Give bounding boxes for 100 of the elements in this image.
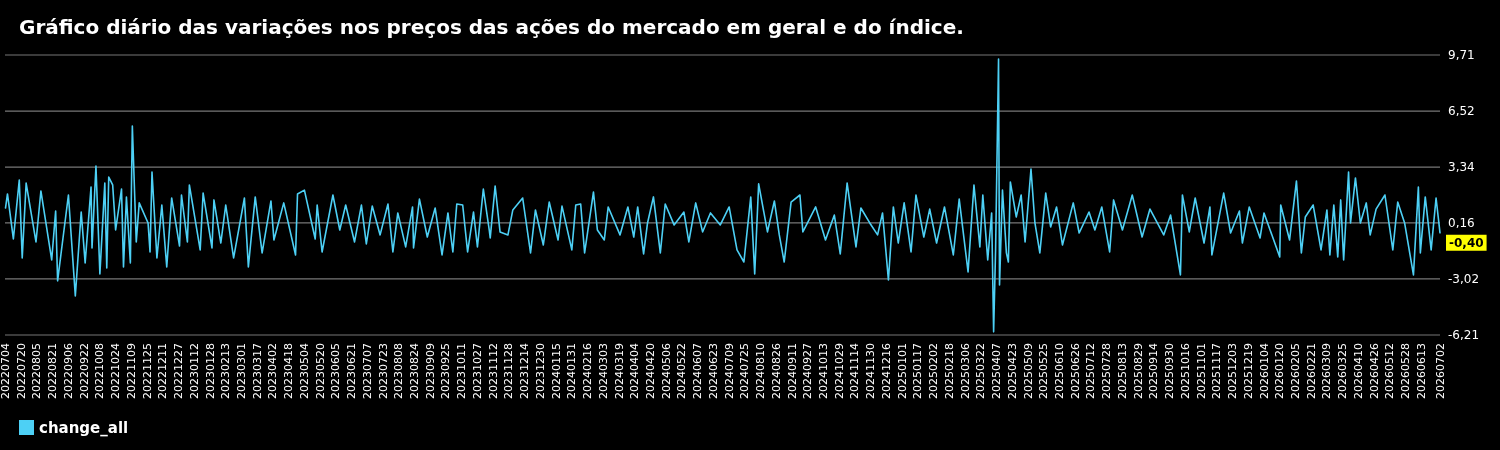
x-tick-label: 20240725 [738, 343, 752, 399]
x-tick-label: 20230402 [266, 343, 280, 399]
x-tick-label: 20230808 [392, 343, 406, 399]
x-tick-label: 20260325 [1336, 343, 1350, 399]
x-tick-label: 20230418 [282, 343, 296, 399]
x-tick-label: 20241029 [832, 343, 846, 399]
x-tick-label: 20240709 [722, 343, 736, 399]
x-tick-label: 20260702 [1433, 343, 1447, 399]
x-tick-label: 20250306 [958, 343, 972, 399]
x-tick-label: 20250322 [974, 343, 988, 399]
x-tick-label: 20231230 [533, 343, 547, 399]
x-tick-label: 20230621 [345, 343, 359, 399]
x-tick-label: 20250509 [1021, 343, 1035, 399]
x-tick-label: 20241013 [817, 343, 831, 399]
x-tick-label: 20250610 [1053, 343, 1066, 399]
x-tick-label: 20250101 [895, 343, 909, 399]
x-tick-label: 20260120 [1273, 343, 1287, 399]
x-tick-label: 20260613 [1414, 343, 1428, 399]
legend-label: change_all [39, 418, 129, 437]
x-tick-label: 20231214 [518, 343, 532, 399]
y-tick-label: -3,02 [1448, 271, 1480, 286]
x-tick-label: 20221125 [140, 343, 154, 399]
x-tick-label: 20260426 [1367, 343, 1381, 399]
x-tick-label: 20230520 [313, 343, 327, 399]
x-tick-label: 20250712 [1084, 343, 1098, 399]
x-tick-label: 20230605 [329, 343, 343, 399]
x-tick-label: 20250930 [1163, 343, 1177, 399]
x-tick-label: 20230723 [376, 343, 390, 399]
chart-title: Gráfico diário das variações nos preços das ações do mercado em geral e do índice. [19, 15, 964, 39]
x-tick-label: 20231027 [470, 343, 484, 399]
x-tick-label: 20231128 [502, 343, 516, 399]
x-tick-label: 20231011 [455, 343, 469, 399]
x-tick-label: 20260410 [1351, 343, 1365, 399]
x-tick-label: 20260512 [1383, 343, 1397, 399]
annotation: -0,40 [1449, 235, 1484, 250]
line-series [4, 58, 1441, 333]
x-tick-label: 20230707 [360, 343, 374, 399]
x-tick-label: 20250829 [1131, 343, 1145, 399]
x-tick-label: 20220704 [0, 343, 12, 399]
x-tick-label: 20250626 [1068, 343, 1082, 399]
x-tick-label: 20221008 [93, 343, 107, 399]
x-tick-label: 20251101 [1194, 343, 1208, 399]
x-tick-label: 20230128 [203, 343, 217, 399]
x-tick-label: 20240131 [565, 343, 579, 399]
x-tick-label: 20220821 [46, 343, 60, 399]
x-tick-label: 20240319 [612, 343, 626, 399]
x-tick-label: 20260221 [1304, 343, 1318, 399]
x-tick-label: 20240826 [769, 343, 783, 399]
x-tick-label: 20230301 [234, 343, 248, 399]
x-tick-label: 20240607 [691, 343, 705, 399]
y-tick-label: 0,16 [1448, 215, 1475, 230]
x-tick-label: 20240623 [706, 343, 720, 399]
x-tick-label: 20250202 [927, 343, 941, 399]
x-tick-label: 20250813 [1115, 343, 1129, 399]
x-tick-label: 20220805 [30, 343, 44, 399]
x-tick-label: 20230909 [423, 343, 437, 399]
x-tick-label: 20241216 [879, 343, 893, 399]
x-tick-label: 20251016 [1178, 343, 1192, 399]
x-tick-label: 20250407 [990, 343, 1004, 399]
x-tick-label: 20260309 [1320, 343, 1334, 399]
x-tick-label: 20241114 [848, 343, 862, 399]
x-tick-label: 20230925 [439, 343, 453, 399]
x-tick-label: 20251203 [1226, 343, 1240, 399]
x-tick-label: 20230824 [408, 343, 422, 399]
y-tick-label: -6,21 [1448, 328, 1480, 342]
x-tick-label: 20240303 [596, 343, 610, 399]
y-tick-label: 9,71 [1448, 48, 1475, 62]
x-tick-label: 20240420 [643, 343, 657, 399]
x-tick-label: 20240810 [754, 343, 768, 399]
x-tick-label: 20230317 [250, 343, 264, 399]
x-tick-label: 20260205 [1288, 343, 1302, 399]
x-tick-label: 20221024 [109, 343, 123, 399]
x-tick-label: 20231112 [486, 343, 500, 399]
x-tick-label: 20220922 [77, 343, 91, 399]
x-tick-label: 20230504 [297, 343, 311, 399]
x-tick-label: 20240506 [659, 343, 673, 399]
x-tick-label: 20260104 [1257, 343, 1271, 399]
x-tick-label: 20260528 [1399, 343, 1413, 399]
x-tick-label: 20250525 [1037, 343, 1051, 399]
x-tick-label: 20230213 [219, 343, 233, 399]
x-tick-label: 20251117 [1210, 343, 1224, 399]
x-tick-label: 20250423 [1005, 343, 1019, 399]
x-tick-label: 20240927 [801, 343, 815, 399]
x-tick-label: 20221109 [124, 343, 138, 399]
x-tick-label: 20220720 [14, 343, 28, 399]
x-tick-label: 20240522 [675, 343, 689, 399]
x-tick-label: 20221227 [172, 343, 186, 399]
x-tick-label: 20250117 [911, 343, 925, 399]
x-tick-label: 20250728 [1100, 343, 1114, 399]
x-tick-label: 20240911 [785, 343, 799, 399]
y-tick-label: 6,52 [1448, 104, 1475, 119]
x-tick-label: 20230112 [187, 343, 201, 399]
x-tick-label: 20221211 [156, 343, 170, 399]
x-tick-label: 20240115 [549, 343, 563, 399]
x-tick-label: 20220906 [61, 343, 75, 399]
y-tick-label: 3,34 [1448, 160, 1475, 175]
x-tick-label: 20250218 [942, 343, 956, 399]
x-tick-label: 20240404 [628, 343, 642, 399]
x-tick-label: 20241130 [864, 343, 878, 399]
x-tick-label: 20251219 [1241, 343, 1255, 399]
